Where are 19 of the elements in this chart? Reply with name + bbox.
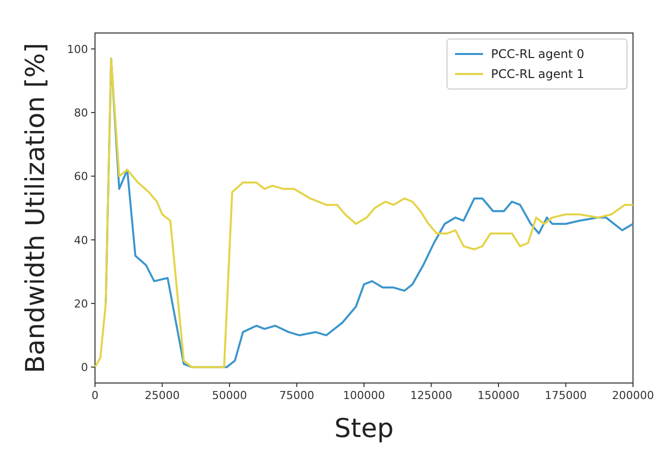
y-axis-title: Bandwidth Utilization [%]: [21, 42, 51, 374]
x-axis-title: Step: [334, 414, 394, 444]
x-tick-label: 125000: [410, 389, 452, 402]
y-tick-label: 60: [74, 170, 88, 184]
y-tick-label: 80: [74, 106, 88, 120]
y-tick-label: 0: [81, 361, 88, 374]
x-tick-label: 0: [92, 389, 98, 402]
x-tick-label: 150000: [478, 389, 520, 402]
x-tick-label: 100000: [343, 389, 385, 402]
x-tick-label: 175000: [544, 389, 587, 402]
y-tick-label: 100: [67, 42, 88, 56]
x-tick-label: 25000: [144, 389, 180, 402]
x-tick-label: 75000: [279, 389, 314, 402]
legend-label: PCC-RL agent 1: [491, 67, 584, 81]
y-tick-label: 20: [74, 297, 88, 310]
x-tick-label: 50000: [212, 389, 247, 402]
y-tick-label: 40: [74, 234, 88, 247]
x-tick-label: 200000: [612, 389, 654, 402]
legend-label: PCC-RL agent 0: [491, 47, 584, 61]
